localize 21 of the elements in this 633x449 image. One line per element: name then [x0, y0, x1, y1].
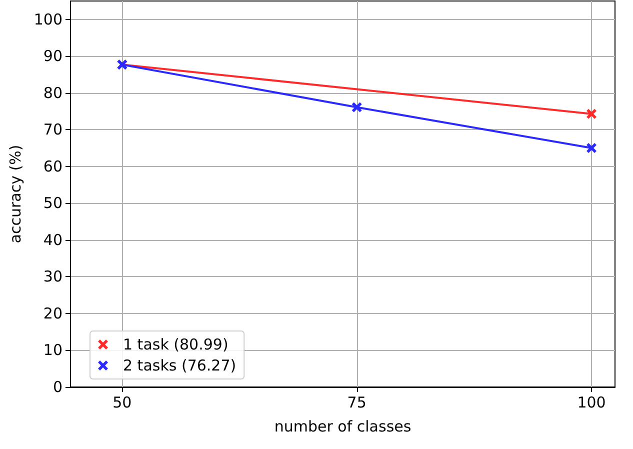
- legend-label: 1 task (80.99): [123, 336, 228, 354]
- y-tick-label: 60: [43, 157, 63, 176]
- x-axis-title: number of classes: [274, 418, 412, 436]
- point: [586, 143, 597, 154]
- y-tick-label: 50: [43, 194, 63, 212]
- y-tick-label: 20: [43, 304, 63, 322]
- y-tick-label: 10: [43, 341, 63, 360]
- x-tick-label: 50: [112, 394, 132, 412]
- point: [352, 102, 362, 112]
- y-tick-label: 80: [43, 84, 63, 102]
- y-tick-label: 30: [43, 268, 63, 286]
- point: [586, 108, 597, 119]
- y-tick-label: 70: [43, 120, 63, 139]
- y-axis-title: accuracy (%): [6, 144, 24, 244]
- y-tick-label: 0: [52, 378, 63, 396]
- y-tick-label: 90: [43, 47, 63, 66]
- y-tick-label: 40: [43, 230, 63, 249]
- x-tick-label: 100: [577, 394, 606, 412]
- x-tick-label: 75: [347, 394, 366, 412]
- legend-label: 2 tasks (76.27): [123, 356, 236, 374]
- y-tick-label: 100: [34, 10, 63, 28]
